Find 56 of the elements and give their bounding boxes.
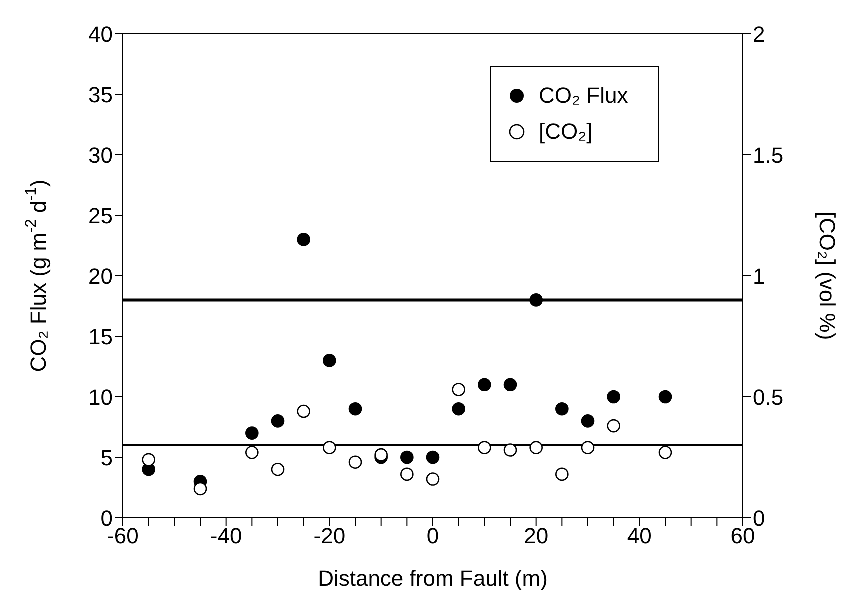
point — [374, 448, 388, 462]
y-tick-label: 15 — [88, 324, 113, 350]
x-tick-label: 20 — [524, 524, 549, 549]
legend-label: [CO₂] — [539, 119, 593, 145]
point — [271, 414, 285, 428]
y-tick-label: 35 — [88, 82, 113, 108]
x-tick-label: 60 — [730, 524, 756, 549]
point — [271, 462, 285, 476]
point — [658, 390, 672, 404]
y2-tick-label: 0 — [753, 506, 766, 531]
point — [556, 402, 569, 416]
point — [581, 414, 595, 428]
x-axis-title: Distance from Fault (m) — [318, 566, 548, 591]
y-tick-label: 25 — [88, 203, 113, 228]
point — [297, 404, 310, 418]
point — [478, 441, 492, 454]
point — [478, 378, 492, 392]
point — [530, 441, 543, 454]
x-tick-label: -20 — [314, 524, 346, 549]
y-tick-label: 5 — [100, 445, 113, 470]
point — [400, 468, 414, 482]
point — [452, 402, 466, 416]
point — [658, 446, 672, 460]
point — [194, 482, 208, 496]
point — [426, 450, 440, 464]
point — [556, 468, 569, 482]
point — [452, 383, 466, 396]
y2-axis-title: [CO₂] (vol %) — [815, 212, 840, 340]
point — [323, 354, 336, 368]
y-tick-label: 10 — [88, 384, 113, 410]
legend-label: CO₂ Flux — [539, 83, 628, 109]
y-tick-label: 30 — [88, 142, 113, 168]
point — [297, 233, 310, 246]
point — [504, 378, 518, 392]
x-tick-label: -40 — [210, 524, 242, 549]
y2-tick-label: 1.5 — [753, 142, 784, 168]
point — [246, 426, 259, 440]
point — [607, 390, 620, 404]
point — [504, 444, 518, 457]
point — [348, 402, 362, 416]
point — [607, 419, 620, 433]
point — [142, 453, 156, 467]
y2-tick-label: 2 — [753, 22, 766, 47]
y2-tick-label: 1 — [753, 264, 766, 289]
point — [426, 472, 440, 486]
x-tick-label: 0 — [426, 524, 440, 549]
point — [323, 441, 336, 454]
x-tick-label: 40 — [627, 524, 652, 549]
point — [581, 441, 595, 454]
point — [348, 456, 362, 469]
point — [530, 294, 543, 307]
y-tick-label: 20 — [88, 264, 113, 289]
point — [400, 450, 414, 464]
y2-tick-label: 0.5 — [753, 384, 784, 410]
y-tick-label: 0 — [100, 506, 113, 531]
y-tick-label: 40 — [88, 22, 113, 47]
